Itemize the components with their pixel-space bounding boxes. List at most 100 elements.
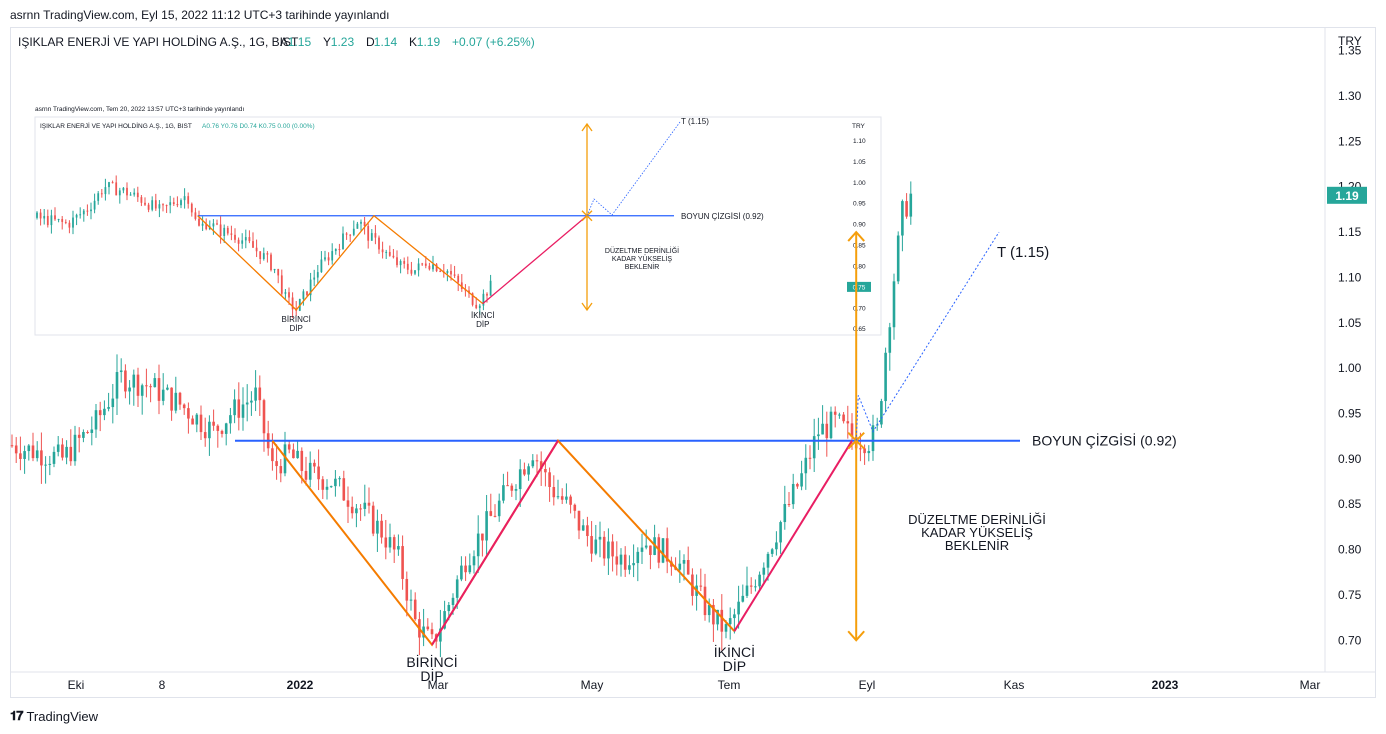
candle-body [338, 478, 341, 480]
candle-body [758, 574, 761, 587]
candle-body [50, 215, 53, 226]
candle-body [342, 478, 346, 501]
candle-body [270, 254, 272, 271]
candle-body [573, 504, 577, 511]
candle-body [775, 542, 778, 550]
candle-body [399, 261, 402, 266]
y-tick-label: 0.85 [1338, 497, 1362, 511]
candle-body [745, 585, 749, 596]
candle-body [170, 387, 173, 411]
candle-body [205, 223, 208, 230]
candle-body [104, 187, 107, 195]
candle-body [817, 434, 820, 437]
candle-body [392, 537, 396, 550]
candle-body [57, 219, 60, 221]
inset-y-axis: 1.10 1.05 1.00 0.95 0.90 0.85 0.80 0.75 0.70 0.65… [847, 138, 871, 333]
inset-y-tick: 1.05 [853, 159, 866, 166]
candle-body [888, 327, 892, 353]
candle-body [118, 190, 121, 196]
candle-body [230, 233, 233, 235]
candle-body [397, 546, 400, 550]
candle-body [871, 425, 875, 452]
inset-arrow-head [581, 122, 593, 132]
candle-body [842, 414, 845, 422]
candle-body [737, 601, 740, 615]
y-tick-label: 1.10 [1338, 270, 1362, 284]
candle-body [128, 387, 131, 392]
candle-body [439, 628, 442, 642]
candle-body [283, 444, 287, 474]
candle-body [410, 269, 413, 274]
candle-body [169, 202, 172, 206]
first-dip-label: DİP [420, 667, 443, 684]
candle-body [569, 496, 572, 505]
target-projection [855, 231, 1000, 441]
candle-body [325, 486, 329, 490]
correction-arrow-head-up [847, 230, 865, 242]
inset-published: asrnn TradingView.com, Tem 20, 2022 13:5… [35, 106, 244, 113]
candle-body [623, 554, 627, 570]
candle-body [443, 611, 446, 629]
candle-body [421, 263, 424, 265]
candle-body [279, 466, 283, 474]
candle-body [594, 539, 598, 554]
y-tick-label: 0.90 [1338, 452, 1362, 466]
inset-second-dip: İKİNCİ [471, 311, 495, 320]
ohlc-low-label: D [366, 35, 375, 49]
candle-body [334, 249, 337, 252]
candle-body [586, 525, 589, 537]
candle-body [165, 205, 168, 207]
candle-body [754, 586, 757, 588]
candle-body [334, 478, 337, 487]
candle-body [779, 522, 782, 543]
candle-body [313, 462, 316, 467]
candle-body [73, 434, 77, 462]
candle-body [277, 268, 280, 276]
candle-body [329, 486, 333, 488]
candle-body [481, 533, 484, 541]
candle-body [486, 293, 488, 296]
candle-body [254, 387, 257, 401]
ohlc-legend: A 1.15 Y 1.23 D 1.14 K 1.19 +0.07 (+6.25%) [280, 35, 535, 49]
candle-body [27, 445, 31, 452]
x-tick-label: Tem [718, 678, 741, 692]
candle-body [262, 253, 265, 259]
inset-first-dip: DİP [290, 324, 303, 333]
last-price-label: 1.19 [1335, 189, 1359, 203]
candle-body [342, 233, 344, 250]
candle-body [122, 187, 125, 191]
candle-body [733, 614, 736, 619]
candle-body [478, 305, 481, 309]
candle-body [556, 496, 560, 498]
candle-body [741, 595, 745, 602]
candle-body [460, 282, 463, 290]
candle-body [309, 279, 312, 296]
candle-body [905, 201, 908, 217]
inset-last-price-badge [847, 281, 871, 292]
inset-y-tick: 1.00 [853, 180, 866, 187]
y-tick-label: 1.35 [1338, 44, 1362, 58]
x-tick-label: 2022 [287, 678, 314, 692]
candle-body [280, 275, 283, 294]
candle-body [497, 500, 501, 517]
candle-body [316, 272, 319, 278]
candle-body [250, 400, 253, 403]
candle-body [401, 546, 404, 579]
candle-body [417, 263, 420, 271]
candle-body [464, 565, 467, 573]
candle-body [35, 450, 39, 459]
candle-body [237, 399, 241, 418]
candle-body [40, 450, 43, 466]
correction-text: BEKLENİR [945, 538, 1009, 553]
candle-body [199, 414, 203, 433]
double-bottom-pattern [271, 439, 736, 647]
candle-body [331, 251, 334, 261]
candle-body [320, 259, 323, 273]
inset-ohlc: A0.76 Y0.76 D0.74 K0.75 0.00 (0.00%) [202, 123, 315, 130]
footer-brand[interactable]: 𝟏𝟕 TradingView [10, 708, 98, 724]
candle-body [414, 270, 416, 274]
candle-body [182, 404, 186, 409]
candle-body [187, 196, 190, 204]
candle-body [275, 461, 278, 467]
